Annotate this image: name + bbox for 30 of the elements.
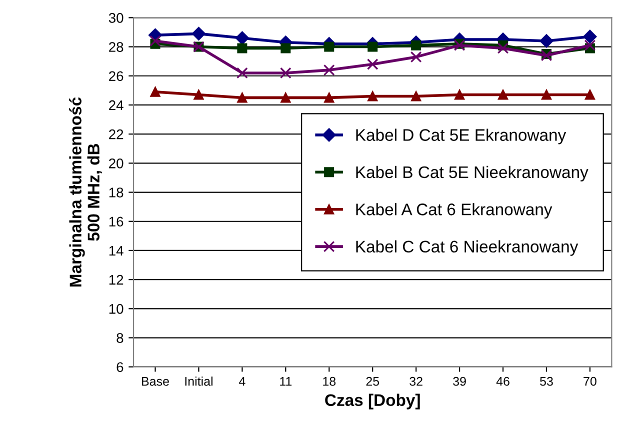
- x-tick-label: 18: [323, 376, 336, 386]
- x-tick-label: 4: [239, 377, 246, 386]
- y-tick-label: 26: [109, 71, 124, 82]
- y-tick-label: 22: [109, 129, 124, 140]
- y-tick-label: 8: [116, 333, 124, 343]
- x-tick-label: Base: [142, 377, 169, 386]
- x-tick-label: 53: [540, 376, 553, 386]
- legend-label: Kabel D Cat 5E Ekranowany: [356, 128, 566, 144]
- y-tick-label: 24: [109, 100, 124, 110]
- x-tick-label: 70: [584, 376, 596, 386]
- y-tick-label: 20: [109, 158, 124, 168]
- legend-label: Kabel B Cat 5E Nieekranowany: [356, 166, 588, 182]
- x-tick-label: 32: [410, 376, 422, 386]
- x-axis-title: Czas [Doby]: [325, 394, 420, 410]
- y-tick-label: 12: [109, 274, 124, 285]
- x-tick-label: 39: [453, 376, 466, 386]
- y-tick-label: 14: [109, 246, 124, 256]
- x-tick-label: 46: [496, 376, 510, 386]
- x-tick-label: Initial: [185, 376, 212, 386]
- y-tick-label: 28: [109, 42, 124, 52]
- legend-label: Kabel A Cat 6 Ekranowany: [356, 203, 552, 219]
- y-axis-title: Marginalna tłumienność 500 MHz, dB: [69, 97, 102, 287]
- y-tick-label: 30: [108, 13, 124, 23]
- y-tick-label: 6: [116, 362, 124, 372]
- y-tick-label: 10: [109, 304, 124, 314]
- x-tick-label: 11: [280, 377, 292, 386]
- y-tick-label: 18: [109, 188, 124, 198]
- y-tick-label: 16: [109, 216, 124, 227]
- x-tick-label: 25: [366, 376, 380, 386]
- legend-label: Kabel C Cat 6 Nieekranowany: [356, 240, 578, 256]
